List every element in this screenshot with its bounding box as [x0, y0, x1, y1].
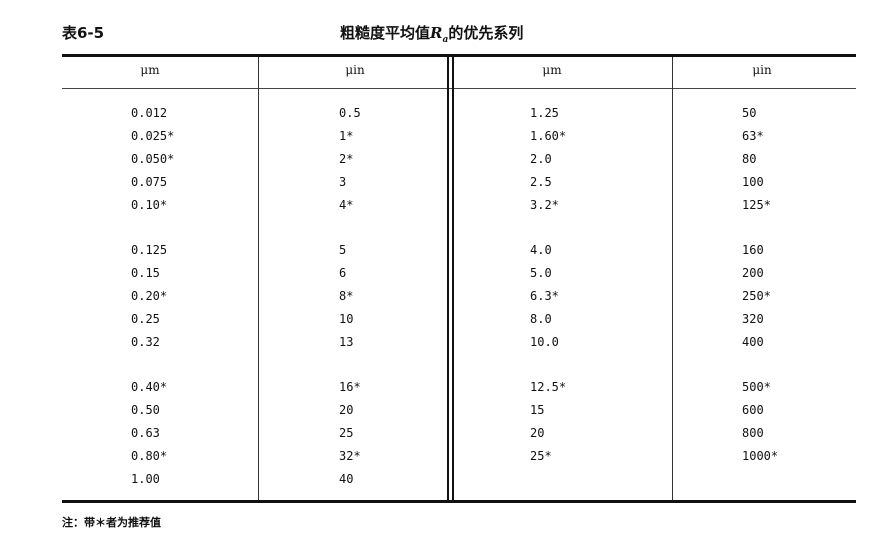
table-title: 粗糙度平均值Ra的优先系列	[340, 22, 523, 45]
cell-um-2: 5.0	[530, 266, 552, 280]
cell-uin-2: 63*	[742, 129, 764, 143]
cell-um-2: 1.60*	[530, 129, 567, 143]
header-uin-1: μin	[345, 63, 365, 77]
cell-um-1: 0.012	[131, 106, 168, 120]
cell-uin-2: 1000*	[742, 449, 779, 463]
bottom-rule	[62, 500, 856, 503]
cell-uin-2: 400	[742, 335, 764, 349]
cell-uin-1: 10	[339, 312, 354, 326]
top-rule	[62, 54, 856, 57]
cell-um-1: 0.125	[131, 243, 168, 257]
cell-uin-2: 800	[742, 426, 764, 440]
cell-uin-1: 40	[339, 472, 354, 486]
cell-um-1: 0.20*	[131, 289, 168, 303]
cell-um-2: 10.0	[530, 335, 559, 349]
cell-uin-2: 600	[742, 403, 764, 417]
cell-um-1: 0.075	[131, 175, 168, 189]
cell-uin-2: 160	[742, 243, 764, 257]
cell-um-1: 0.40*	[131, 380, 168, 394]
cell-uin-1: 13	[339, 335, 354, 349]
cell-um-2: 3.2*	[530, 198, 559, 212]
table-number: 表6-5	[62, 24, 105, 42]
cell-um-1: 0.32	[131, 335, 160, 349]
double-divider-right	[452, 57, 454, 500]
cell-uin-2: 100	[742, 175, 764, 189]
column-divider	[258, 57, 259, 500]
cell-uin-2: 200	[742, 266, 764, 280]
cell-uin-1: 1*	[339, 129, 354, 143]
header-rule	[62, 88, 856, 89]
cell-uin-2: 250*	[742, 289, 771, 303]
footnote: 注：带＊者为推荐值	[62, 516, 161, 529]
cell-um-2: 2.0	[530, 152, 552, 166]
cell-um-1: 0.80*	[131, 449, 168, 463]
cell-um-2: 20	[530, 426, 545, 440]
cell-um-1: 1.00	[131, 472, 160, 486]
cell-um-1: 0.63	[131, 426, 160, 440]
double-divider-left	[447, 57, 449, 500]
cell-um-2: 8.0	[530, 312, 552, 326]
cell-uin-2: 320	[742, 312, 764, 326]
cell-um-2: 1.25	[530, 106, 559, 120]
cell-um-2: 2.5	[530, 175, 552, 189]
cell-uin-2: 50	[742, 106, 757, 120]
title-symbol: Ra	[430, 24, 449, 45]
header-uin-2: μin	[752, 63, 772, 77]
cell-um-2: 15	[530, 403, 545, 417]
cell-uin-1: 8*	[339, 289, 354, 303]
cell-um-1: 0.050*	[131, 152, 175, 166]
cell-uin-1: 2*	[339, 152, 354, 166]
cell-um-2: 4.0	[530, 243, 552, 257]
cell-uin-2: 125*	[742, 198, 771, 212]
cell-um-2: 12.5*	[530, 380, 567, 394]
cell-uin-1: 16*	[339, 380, 361, 394]
cell-uin-2: 500*	[742, 380, 771, 394]
cell-uin-1: 20	[339, 403, 354, 417]
column-divider	[672, 57, 673, 500]
cell-um-2: 6.3*	[530, 289, 559, 303]
cell-um-1: 0.025*	[131, 129, 175, 143]
cell-uin-1: 6	[339, 266, 347, 280]
cell-um-1: 0.25	[131, 312, 160, 326]
title-text: 粗糙度平均值	[340, 24, 431, 42]
cell-um-1: 0.50	[131, 403, 160, 417]
cell-uin-1: 4*	[339, 198, 354, 212]
cell-uin-1: 5	[339, 243, 347, 257]
title-suffix: 的优先系列	[448, 24, 524, 42]
cell-uin-1: 32*	[339, 449, 361, 463]
cell-um-1: 0.15	[131, 266, 160, 280]
cell-uin-1: 25	[339, 426, 354, 440]
cell-um-2: 25*	[530, 449, 552, 463]
cell-uin-2: 80	[742, 152, 757, 166]
header-um-2: μm	[542, 63, 562, 77]
cell-uin-1: 3	[339, 175, 347, 189]
header-um-1: μm	[140, 63, 160, 77]
cell-uin-1: 0.5	[339, 106, 361, 120]
cell-um-1: 0.10*	[131, 198, 168, 212]
